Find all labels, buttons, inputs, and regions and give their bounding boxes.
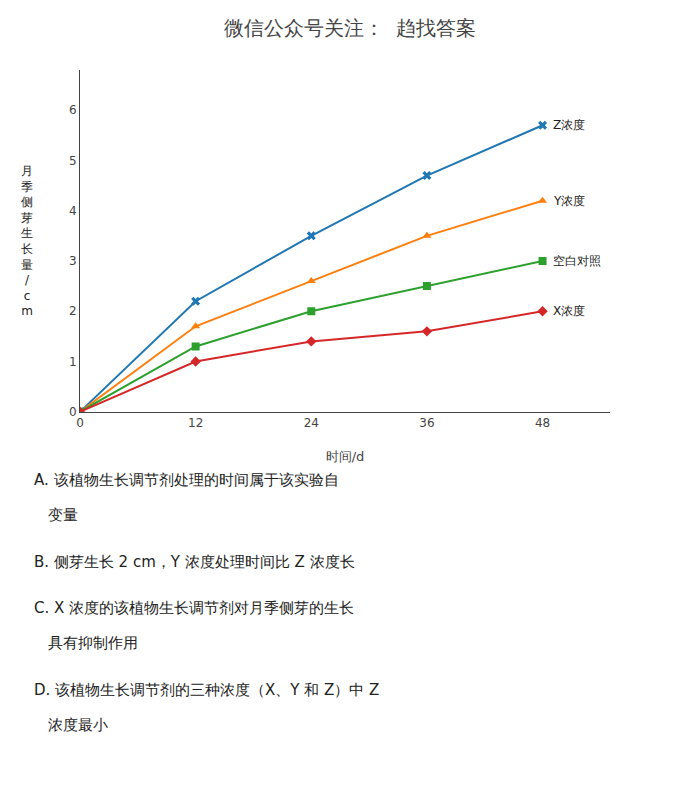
svg-text:5: 5: [69, 154, 77, 168]
svg-text:微信公众号关注： 趋找答案: 微信公众号关注： 趋找答案: [224, 16, 477, 40]
svg-text:Y浓度: Y浓度: [553, 194, 585, 208]
svg-text:1: 1: [69, 355, 77, 369]
svg-text:浓度最小: 浓度最小: [34, 716, 108, 734]
svg-text:3: 3: [69, 254, 77, 268]
svg-text:36: 36: [419, 416, 434, 430]
svg-text:时间/d: 时间/d: [326, 449, 365, 464]
svg-text:0: 0: [69, 405, 77, 419]
svg-text:C. X 浓度的该植物生长调节剂对月季侧芽的生长: C. X 浓度的该植物生长调节剂对月季侧芽的生长: [34, 599, 354, 617]
svg-text:4: 4: [69, 204, 77, 218]
svg-text:24: 24: [304, 416, 319, 430]
svg-text:月季侧芽生长量/cm: 月季侧芽生长量/cm: [21, 164, 33, 318]
svg-text:6: 6: [69, 103, 77, 117]
svg-text:变量: 变量: [34, 506, 78, 524]
svg-text:X浓度: X浓度: [553, 304, 585, 318]
svg-text:Z浓度: Z浓度: [553, 118, 585, 132]
svg-text:具有抑制作用: 具有抑制作用: [34, 634, 138, 652]
svg-text:空白对照: 空白对照: [553, 254, 601, 268]
svg-text:B. 侧芽生长 2 cm，Y 浓度处理时间比 Z 浓度长: B. 侧芽生长 2 cm，Y 浓度处理时间比 Z 浓度长: [34, 553, 355, 571]
svg-text:48: 48: [535, 416, 550, 430]
svg-text:2: 2: [69, 304, 77, 318]
svg-text:0: 0: [76, 416, 84, 430]
svg-text:D. 该植物生长调节剂的三种浓度（X、Y 和 Z）中 Z: D. 该植物生长调节剂的三种浓度（X、Y 和 Z）中 Z: [34, 681, 379, 699]
svg-text:12: 12: [188, 416, 203, 430]
svg-text:A. 该植物生长调节剂处理的时间属于该实验自: A. 该植物生长调节剂处理的时间属于该实验自: [34, 471, 339, 489]
